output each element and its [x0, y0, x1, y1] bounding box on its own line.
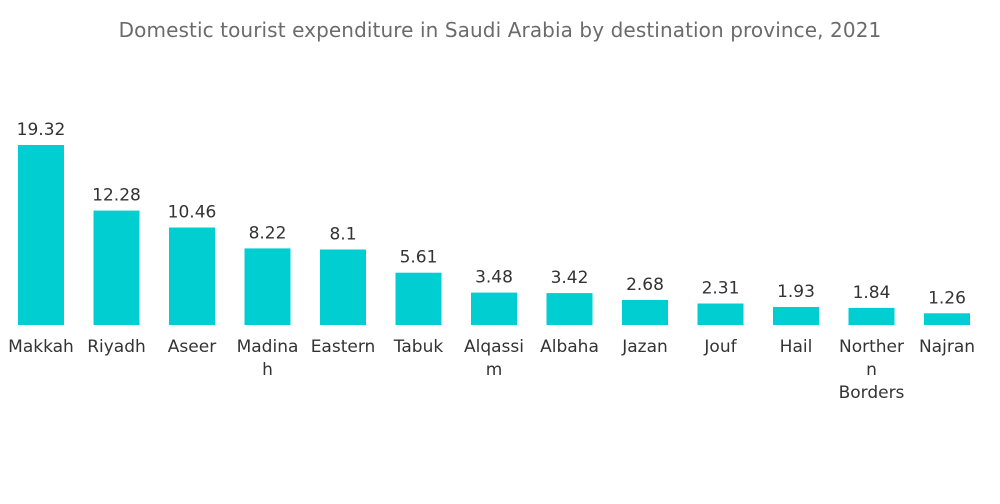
category-label: Albaha: [540, 337, 599, 357]
bar-najran: [924, 313, 970, 325]
value-label: 12.28: [92, 186, 141, 206]
value-label: 2.68: [626, 275, 664, 295]
value-label: 8.1: [329, 225, 356, 245]
value-label: 10.46: [168, 203, 217, 223]
bars-group: [18, 145, 970, 325]
value-label: 8.22: [249, 223, 287, 243]
value-label: 5.61: [400, 248, 438, 268]
category-label: Aseer: [168, 337, 216, 357]
value-label: 1.84: [853, 283, 891, 303]
value-label: 3.48: [475, 268, 513, 288]
bar-tabuk: [395, 272, 442, 325]
category-label: Eastern: [311, 337, 376, 357]
bar-madinah: [244, 248, 291, 325]
bar-makkah: [18, 145, 64, 325]
category-label: Jazan: [621, 337, 668, 357]
bar-albaha: [546, 293, 593, 325]
category-label: Alqassi m: [464, 337, 524, 380]
value-label: 3.42: [551, 268, 589, 288]
category-label: Jouf: [703, 337, 737, 357]
category-label: Tabuk: [393, 337, 444, 357]
bar-hail: [773, 307, 819, 325]
bar-northern-borders: [848, 307, 895, 325]
chart-title: Domestic tourist expenditure in Saudi Ar…: [118, 18, 882, 42]
value-label: 1.93: [777, 282, 815, 302]
category-label: Najran: [919, 337, 975, 357]
bar-eastern: [320, 249, 366, 325]
category-label: Hail: [780, 337, 813, 357]
category-labels-group: Makkah Riyadh Aseer Madina h Eastern Tabuk Alqa…: [8, 337, 975, 403]
category-label: Makkah: [8, 337, 74, 357]
bar-alqassim: [471, 292, 517, 325]
category-label: Riyadh: [87, 337, 146, 357]
bar-aseer: [169, 227, 215, 325]
value-label: 2.31: [702, 279, 740, 299]
value-label: 19.32: [17, 120, 66, 140]
value-label: 1.26: [928, 288, 966, 308]
bar-jazan: [622, 300, 668, 325]
value-labels-group: 19.32 12.28 10.46 8.22 8.1 5.61 3.48 3.42 2.68 2.…: [17, 120, 966, 308]
category-label: Norther n Borders: [839, 337, 905, 403]
category-label: Madina h: [237, 337, 299, 380]
bar-riyadh: [93, 210, 140, 325]
bar-jouf: [697, 303, 744, 325]
